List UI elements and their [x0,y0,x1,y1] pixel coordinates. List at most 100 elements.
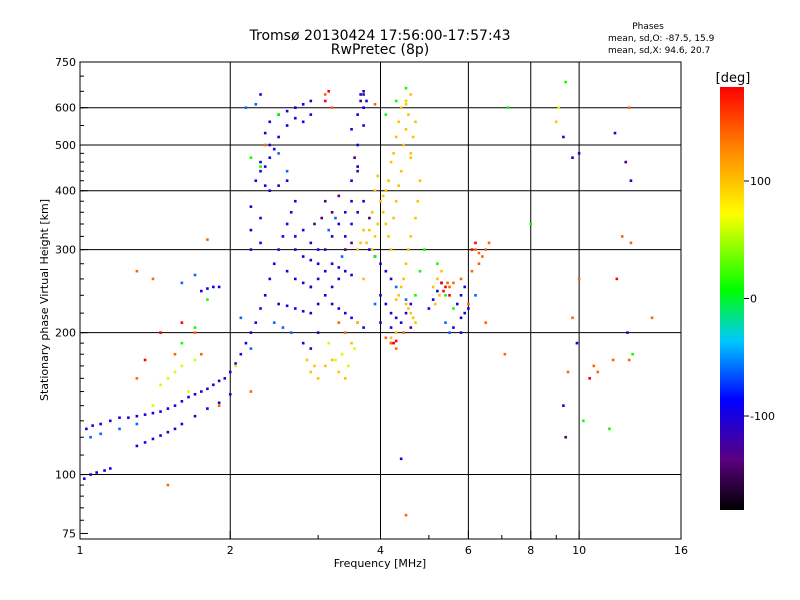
data-point [151,411,155,415]
data-point [389,326,393,329]
data-point [289,331,293,334]
data-point [554,120,558,124]
data-point [455,302,459,306]
data-point [397,184,400,187]
data-point [135,377,139,380]
data-point [180,400,184,403]
data-point [452,307,455,310]
data-point [337,370,341,374]
data-point [193,331,197,334]
data-point [337,194,341,198]
data-point [470,269,474,273]
data-point [343,377,347,380]
data-point [337,222,341,226]
y-tick-label: 600 [55,102,76,115]
data-point [409,152,413,155]
data-point [440,269,443,273]
data-point [411,316,415,320]
data-point [506,106,510,109]
data-point [557,106,560,109]
data-point [373,189,377,193]
data-point [263,165,267,168]
data-point [409,93,413,96]
data-point [564,80,568,84]
data-point [362,326,365,329]
data-point [411,135,415,139]
data-point [577,277,581,281]
data-point [356,165,359,168]
data-point [474,248,477,251]
data-point [151,437,155,441]
data-point [404,127,408,131]
data-point [212,383,215,387]
data-point [254,179,258,183]
data-point [356,113,359,116]
data-point [627,358,631,362]
data-point [389,341,393,345]
data-point [582,419,585,423]
data-point [399,169,403,173]
data-point [626,331,629,334]
data-point [436,262,439,266]
data-point [359,99,362,103]
data-point [309,258,313,262]
data-point [200,289,203,293]
data-point [305,358,309,362]
data-point [399,285,403,289]
data-point [272,321,276,324]
data-point [459,316,463,320]
data-point [418,269,422,273]
data-point [268,143,272,147]
chart-title: Tromsø 20130424 17:56:00-17:57:43 [249,28,511,44]
data-point [414,120,417,124]
data-point [529,222,533,226]
data-point [180,422,184,426]
data-point [166,430,170,434]
data-point [239,352,243,356]
data-point [217,404,221,407]
data-point [244,106,248,109]
data-point [592,364,596,368]
data-point [588,377,591,380]
data-point [234,364,237,368]
data-point [474,294,477,297]
data-point [159,331,162,334]
data-point [350,341,353,345]
colorbar-label: [deg] [716,71,751,86]
data-point [389,248,393,251]
colorbar-tick-label: 100 [750,175,771,188]
data-point [379,294,382,297]
data-point [373,255,377,258]
axes: 1 2 4 6 8 10 16 75 100 200 300 400 500 600 750 [55,56,688,557]
data-point [577,152,581,155]
y-tick-label: 400 [55,185,76,198]
data-point [365,99,368,103]
data-point [259,307,262,310]
data-point [320,216,324,220]
data-point [575,341,579,345]
data-point [301,228,305,232]
data-point [343,210,347,214]
data-point [343,235,347,238]
data-point [615,277,619,281]
data-point [108,467,112,470]
data-point [337,277,341,281]
data-point [387,179,390,183]
data-point [323,364,327,368]
data-point [91,424,94,427]
data-point [217,379,221,383]
data-point [301,341,305,345]
data-point [343,331,347,334]
data-point [159,434,162,437]
data-point [316,377,320,380]
data-point [448,294,451,297]
data-point [206,298,209,301]
data-point [99,422,102,426]
data-point [217,401,221,405]
data-point [323,93,327,96]
data-point [259,93,262,96]
data-point [394,199,398,203]
data-point [263,294,267,297]
data-point [330,106,334,109]
